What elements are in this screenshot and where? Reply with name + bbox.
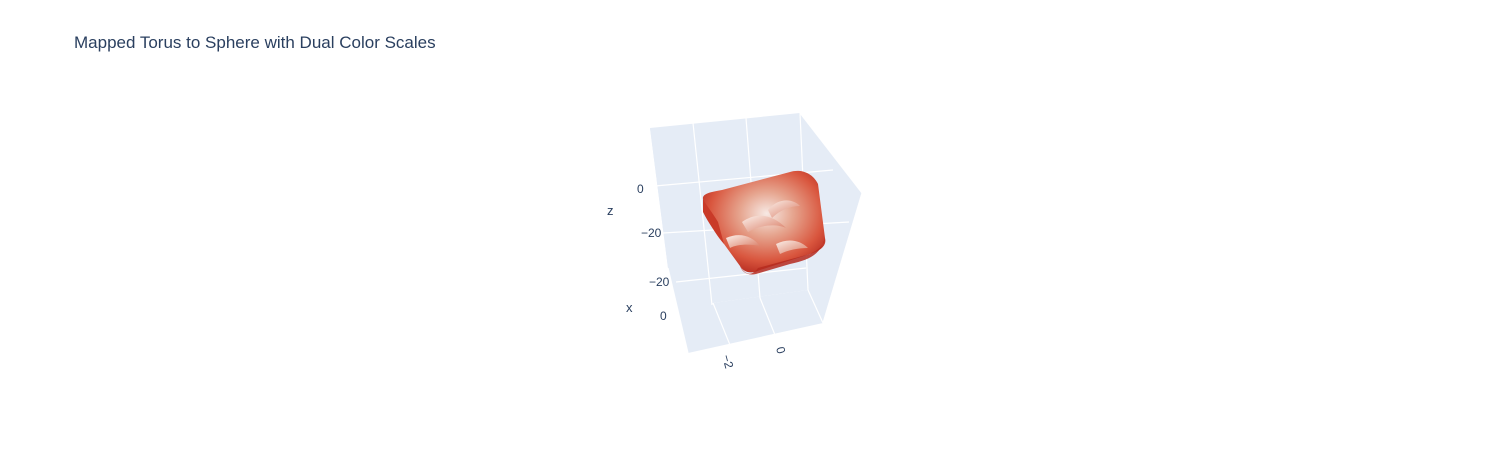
z-axis-title: z [607,203,614,218]
z-tick-label-0: 0 [637,182,644,196]
x-tick-label-1: 0 [660,309,667,323]
x-axis-title: x [626,300,633,315]
chart-title: Mapped Torus to Sphere with Dual Color S… [74,33,436,52]
y-tick-label-0: −2 [719,353,736,370]
surface-left-fold [703,199,724,244]
surface-mapped-torus[interactable] [702,170,826,275]
x-tick-label-0: −20 [649,275,670,289]
y-tick-label-1: 0 [773,345,788,355]
wall-right [800,113,862,323]
surface-ribbon-2 [768,200,800,218]
surface-ribbon-1 [742,215,786,232]
surface-ribbon-3 [726,235,760,248]
wall-floor [668,268,823,353]
surface-ribbon-4 [776,240,808,254]
surface-shadow-edge [740,238,825,275]
z-tick-label-1: −20 [641,226,662,240]
